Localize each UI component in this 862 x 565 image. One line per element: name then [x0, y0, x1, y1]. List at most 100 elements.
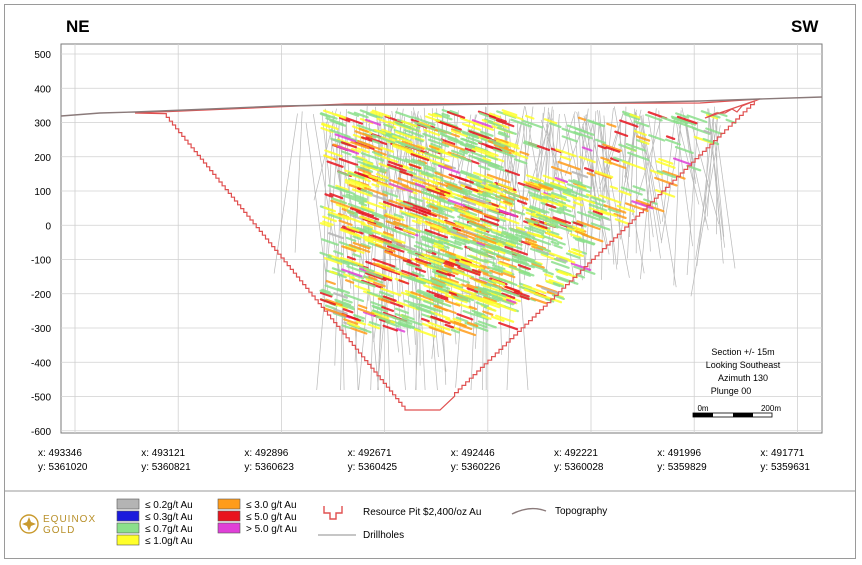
drillhole	[603, 115, 615, 265]
assay-interval	[676, 115, 698, 125]
assay-interval	[363, 225, 373, 231]
assay-interval	[477, 269, 489, 275]
assay-interval	[405, 212, 424, 220]
assay-interval	[404, 206, 428, 217]
assay-interval	[519, 260, 529, 265]
info-looking: Looking Southeast	[706, 360, 781, 370]
assay-interval	[614, 218, 630, 225]
assay-interval	[508, 239, 523, 246]
assay-interval	[505, 235, 522, 242]
assay-interval	[480, 283, 502, 293]
assay-interval	[468, 222, 493, 232]
assay-interval	[425, 185, 441, 193]
assay-interval	[605, 146, 621, 153]
assay-interval	[346, 209, 359, 215]
assay-interval	[320, 112, 338, 120]
assay-interval	[477, 192, 487, 198]
y-tick-label: -200	[31, 290, 51, 301]
assay-interval	[422, 132, 444, 142]
assay-interval	[324, 298, 343, 307]
assay-interval	[573, 252, 583, 257]
assay-interval	[478, 112, 489, 118]
assay-interval	[639, 140, 650, 145]
assay-interval	[344, 181, 367, 191]
assay-interval	[450, 230, 468, 239]
assay-interval	[458, 260, 478, 269]
assay-interval	[460, 170, 480, 179]
figure-frame	[4, 4, 856, 559]
assay-interval	[466, 287, 479, 293]
assay-interval	[553, 257, 567, 264]
assay-interval	[644, 113, 663, 122]
grade-label: > 5.0 g/t Au	[246, 524, 297, 535]
assay-interval	[466, 124, 482, 131]
assay-interval	[372, 309, 396, 320]
assay-interval	[425, 115, 441, 123]
grade-swatch	[217, 522, 241, 534]
assay-interval	[471, 119, 494, 129]
assay-interval	[396, 328, 406, 333]
assay-interval	[550, 260, 570, 269]
assay-interval	[603, 204, 627, 214]
x-coord-easting: x: 492446	[451, 448, 495, 459]
assay-interval	[509, 196, 520, 201]
assay-interval	[574, 230, 588, 237]
assay-interval	[463, 239, 485, 249]
assay-interval	[464, 147, 476, 153]
assay-interval	[342, 194, 365, 204]
assay-interval	[496, 126, 517, 135]
assay-interval	[590, 222, 611, 231]
assay-interval	[343, 260, 356, 266]
assay-interval	[435, 188, 451, 195]
assay-interval	[362, 160, 374, 166]
y-tick-label: -100	[31, 256, 51, 267]
assay-interval	[418, 255, 442, 266]
assay-interval	[454, 239, 466, 246]
assay-interval	[356, 147, 370, 154]
assay-interval	[523, 288, 548, 299]
assay-interval	[521, 119, 544, 129]
resource-pit-outline	[134, 98, 761, 411]
assay-interval	[494, 137, 509, 144]
assay-interval	[331, 267, 346, 274]
assay-interval	[435, 149, 459, 159]
assay-interval	[324, 149, 343, 158]
info-azimuth: Azimuth 130	[718, 373, 768, 383]
x-coord-easting: x: 492896	[244, 448, 288, 459]
assay-interval	[459, 213, 481, 223]
assay-interval	[550, 240, 560, 246]
assay-interval	[431, 209, 455, 219]
assay-interval	[353, 314, 366, 320]
assay-interval	[616, 204, 635, 213]
assay-interval	[454, 277, 470, 284]
assay-interval	[517, 182, 541, 192]
assay-interval	[413, 178, 424, 184]
assay-interval	[518, 271, 532, 277]
assay-interval	[577, 196, 596, 205]
scale-label-end: 200m	[761, 404, 781, 413]
assay-interval	[426, 188, 446, 197]
drillhole	[639, 122, 661, 259]
assay-interval	[365, 112, 380, 119]
assay-interval	[355, 165, 373, 173]
assay-interval	[594, 138, 607, 144]
assay-interval	[338, 116, 351, 123]
assay-interval	[424, 228, 449, 239]
assay-interval	[570, 262, 592, 271]
x-coord-northing: y: 5360028	[554, 462, 604, 473]
assay-interval	[340, 141, 357, 149]
assay-interval	[334, 298, 352, 306]
assay-interval	[486, 307, 497, 312]
assay-interval	[662, 170, 686, 180]
assay-interval	[428, 203, 453, 213]
assay-interval	[552, 216, 572, 225]
assay-interval	[472, 121, 495, 131]
assay-interval	[586, 172, 595, 177]
assay-interval	[431, 254, 446, 262]
assay-interval	[418, 229, 432, 236]
assay-interval	[686, 114, 708, 124]
assay-interval	[444, 241, 464, 250]
assay-interval	[450, 235, 470, 245]
assay-interval	[398, 224, 421, 234]
assay-interval	[403, 299, 418, 306]
